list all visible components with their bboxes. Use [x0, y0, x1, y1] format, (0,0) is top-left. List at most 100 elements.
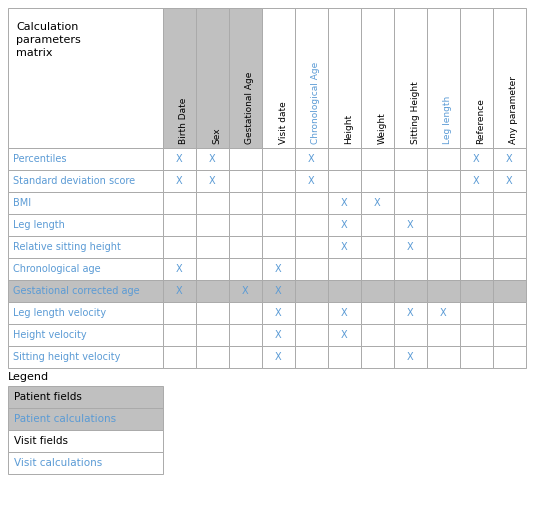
Bar: [163, 8, 196, 148]
Bar: [229, 148, 262, 170]
Text: Relative sitting height: Relative sitting height: [13, 242, 121, 252]
Bar: [163, 302, 196, 324]
Text: X: X: [341, 308, 348, 318]
Text: Patient calculations: Patient calculations: [14, 414, 116, 424]
Text: X: X: [275, 264, 282, 274]
Bar: [229, 8, 262, 148]
Bar: [328, 148, 361, 170]
Text: Reference: Reference: [477, 98, 485, 144]
Bar: [361, 346, 394, 368]
Bar: [8, 280, 163, 302]
Bar: [394, 346, 427, 368]
Text: Visit fields: Visit fields: [14, 436, 68, 446]
Text: Birth Date: Birth Date: [180, 97, 188, 144]
Bar: [361, 192, 394, 214]
Bar: [8, 408, 163, 430]
Bar: [163, 258, 196, 280]
Bar: [229, 280, 262, 302]
Text: Gestational Age: Gestational Age: [246, 72, 255, 144]
Bar: [163, 148, 196, 170]
Bar: [460, 214, 493, 236]
Bar: [460, 258, 493, 280]
Text: Legend: Legend: [8, 372, 49, 382]
Bar: [8, 430, 163, 452]
Bar: [361, 258, 394, 280]
Text: X: X: [341, 242, 348, 252]
Bar: [262, 214, 295, 236]
Bar: [262, 148, 295, 170]
Bar: [295, 324, 328, 346]
Text: Visit date: Visit date: [279, 101, 287, 144]
Bar: [295, 236, 328, 258]
Text: X: X: [473, 176, 480, 186]
Text: X: X: [374, 198, 381, 208]
Bar: [493, 214, 526, 236]
Text: X: X: [176, 286, 183, 296]
Bar: [394, 236, 427, 258]
Bar: [427, 8, 460, 148]
Text: Height: Height: [345, 114, 354, 144]
Text: Height velocity: Height velocity: [13, 330, 87, 340]
Bar: [460, 192, 493, 214]
Bar: [328, 214, 361, 236]
Bar: [262, 302, 295, 324]
Bar: [493, 302, 526, 324]
Text: X: X: [506, 176, 513, 186]
Text: Leg length: Leg length: [444, 96, 453, 144]
Bar: [163, 192, 196, 214]
Bar: [427, 324, 460, 346]
Bar: [8, 386, 163, 408]
Text: X: X: [176, 176, 183, 186]
Bar: [394, 214, 427, 236]
Bar: [394, 148, 427, 170]
Bar: [8, 170, 163, 192]
Bar: [460, 148, 493, 170]
Text: X: X: [473, 154, 480, 164]
Bar: [163, 170, 196, 192]
Text: X: X: [341, 198, 348, 208]
Bar: [328, 258, 361, 280]
Bar: [427, 346, 460, 368]
Bar: [394, 324, 427, 346]
Text: Calculation
parameters
matrix: Calculation parameters matrix: [16, 22, 81, 59]
Bar: [229, 258, 262, 280]
Bar: [196, 346, 229, 368]
Bar: [460, 346, 493, 368]
Bar: [8, 258, 163, 280]
Bar: [493, 236, 526, 258]
Bar: [460, 8, 493, 148]
Bar: [229, 214, 262, 236]
Bar: [394, 8, 427, 148]
Text: X: X: [341, 220, 348, 230]
Bar: [295, 192, 328, 214]
Bar: [295, 280, 328, 302]
Text: Chronological Age: Chronological Age: [311, 62, 320, 144]
Bar: [361, 8, 394, 148]
Bar: [493, 8, 526, 148]
Bar: [460, 324, 493, 346]
Text: X: X: [275, 286, 282, 296]
Text: X: X: [176, 264, 183, 274]
Text: X: X: [506, 154, 513, 164]
Bar: [493, 148, 526, 170]
Bar: [196, 170, 229, 192]
Bar: [427, 214, 460, 236]
Bar: [196, 324, 229, 346]
Bar: [394, 280, 427, 302]
Bar: [361, 280, 394, 302]
Bar: [460, 170, 493, 192]
Text: X: X: [407, 352, 414, 362]
Bar: [361, 148, 394, 170]
Bar: [394, 302, 427, 324]
Bar: [8, 324, 163, 346]
Bar: [163, 346, 196, 368]
Text: Patient fields: Patient fields: [14, 392, 82, 402]
Bar: [8, 452, 163, 474]
Text: Weight: Weight: [378, 112, 386, 144]
Text: X: X: [341, 330, 348, 340]
Bar: [394, 170, 427, 192]
Text: Percentiles: Percentiles: [13, 154, 66, 164]
Bar: [262, 8, 295, 148]
Bar: [229, 236, 262, 258]
Bar: [196, 236, 229, 258]
